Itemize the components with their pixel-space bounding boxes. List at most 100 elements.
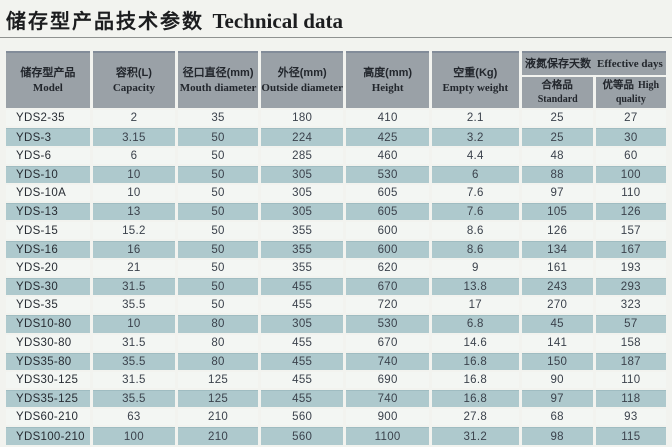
model-cell: YDS-35 — [6, 297, 90, 314]
page-title-en: Technical data — [212, 9, 343, 33]
value-cell: 63 — [92, 409, 176, 426]
value-cell: 13 — [92, 203, 176, 221]
value-cell: 115 — [595, 427, 666, 445]
value-cell: 100 — [595, 165, 666, 184]
model-cell: YDS-10 — [6, 165, 90, 184]
header-standard: 合格品 Standard — [521, 77, 593, 109]
value-cell: 600 — [346, 222, 429, 239]
page-title-zh: 储存型产品技术参数 — [6, 11, 204, 33]
model-cell: YDS-10A — [6, 185, 90, 202]
model-cell: YDS-16 — [6, 240, 90, 258]
table-row: YDS-16 16 50 355 600 8.6 134 167 — [6, 240, 666, 258]
value-cell: 125 — [178, 390, 258, 408]
value-cell: 50 — [178, 147, 258, 164]
value-cell: 900 — [346, 409, 429, 426]
value-cell: 2 — [92, 110, 176, 127]
value-cell: 88 — [521, 165, 593, 184]
header-standard-zh: 合格品 — [541, 79, 573, 91]
table-row: YDS60-210 63 210 560 900 27.8 68 93 — [6, 409, 666, 426]
table-row: YDS-6 6 50 285 460 4.4 48 60 — [6, 147, 666, 164]
value-cell: 425 — [346, 128, 429, 146]
model-cell: YDS35-125 — [6, 390, 90, 408]
value-cell: 243 — [521, 277, 593, 296]
table-row: YDS35-80 35.5 80 455 740 16.8 150 187 — [6, 352, 666, 370]
value-cell: 1100 — [346, 427, 429, 445]
table-row: YDS-30 31.5 50 455 670 13.8 243 293 — [6, 277, 666, 296]
value-cell: 670 — [346, 334, 429, 351]
value-cell: 720 — [346, 297, 429, 314]
value-cell: 110 — [595, 371, 666, 389]
header-model-zh: 储存型产品 — [20, 67, 76, 80]
value-cell: 9 — [431, 259, 519, 276]
header-outside-diameter-zh: 外径(mm) — [277, 67, 327, 80]
value-cell: 355 — [261, 240, 344, 258]
header-mouth-diameter: 径口直径(mm) Mouth diameter — [178, 51, 258, 109]
value-cell: 6 — [431, 165, 519, 184]
value-cell: 740 — [346, 352, 429, 370]
value-cell: 455 — [261, 390, 344, 408]
value-cell: 210 — [178, 427, 258, 445]
value-cell: 35.5 — [92, 297, 176, 314]
value-cell: 50 — [178, 165, 258, 184]
value-cell: 50 — [178, 277, 258, 296]
header-model: 储存型产品 Model — [6, 51, 90, 109]
model-cell: YDS-30 — [6, 277, 90, 296]
value-cell: 10 — [92, 315, 176, 333]
value-cell: 193 — [595, 259, 666, 276]
header-effective-days-zh: 液氮保存天数 — [524, 57, 591, 70]
model-cell: YDS2-35 — [6, 110, 90, 127]
value-cell: 410 — [346, 110, 429, 127]
value-cell: 93 — [595, 409, 666, 426]
value-cell: 50 — [178, 297, 258, 314]
model-cell: YDS30-80 — [6, 334, 90, 351]
value-cell: 14.6 — [431, 334, 519, 351]
value-cell: 48 — [521, 147, 593, 164]
value-cell: 17 — [431, 297, 519, 314]
value-cell: 16.8 — [431, 371, 519, 389]
value-cell: 740 — [346, 390, 429, 408]
value-cell: 6.8 — [431, 315, 519, 333]
page-title: 储存型产品技术参数 Technical data — [0, 0, 672, 34]
value-cell: 97 — [521, 185, 593, 202]
value-cell: 270 — [521, 297, 593, 314]
value-cell: 285 — [261, 147, 344, 164]
value-cell: 7.6 — [431, 185, 519, 202]
value-cell: 80 — [178, 352, 258, 370]
value-cell: 6 — [92, 147, 176, 164]
technical-data-table: 储存型产品 Model 容积(L) Capacity 径口直径(mm) Mout… — [3, 49, 669, 447]
value-cell: 455 — [261, 297, 344, 314]
value-cell: 141 — [521, 334, 593, 351]
value-cell: 355 — [261, 222, 344, 239]
value-cell: 45 — [521, 315, 593, 333]
model-cell: YDS-15 — [6, 222, 90, 239]
value-cell: 455 — [261, 371, 344, 389]
value-cell: 57 — [595, 315, 666, 333]
header-high-quality-zh: 优等品 — [602, 79, 635, 91]
value-cell: 560 — [261, 427, 344, 445]
value-cell: 50 — [178, 203, 258, 221]
value-cell: 105 — [521, 203, 593, 221]
header-high-quality-en: High quality — [615, 80, 660, 105]
value-cell: 670 — [346, 277, 429, 296]
table-row: YDS-15 15.2 50 355 600 8.6 126 157 — [6, 222, 666, 239]
value-cell: 15.2 — [92, 222, 176, 239]
value-cell: 50 — [178, 259, 258, 276]
value-cell: 8.6 — [431, 240, 519, 258]
value-cell: 3.2 — [431, 128, 519, 146]
value-cell: 35.5 — [92, 352, 176, 370]
value-cell: 293 — [595, 277, 666, 296]
value-cell: 305 — [261, 315, 344, 333]
value-cell: 31.5 — [92, 371, 176, 389]
table-row: YDS-35 35.5 50 455 720 17 270 323 — [6, 297, 666, 314]
value-cell: 355 — [261, 259, 344, 276]
table-body: YDS2-35 2 35 180 410 2.1 25 27 YDS-3 3.15 50 224 425… — [6, 110, 666, 445]
value-cell: 530 — [346, 165, 429, 184]
value-cell: 7.6 — [431, 203, 519, 221]
table-row: YDS100-210 100 210 560 1100 31.2 98 115 — [6, 427, 666, 445]
value-cell: 323 — [595, 297, 666, 314]
value-cell: 600 — [346, 240, 429, 258]
header-high-quality: 优等品 High quality — [595, 77, 666, 109]
value-cell: 455 — [261, 277, 344, 296]
model-cell: YDS60-210 — [6, 409, 90, 426]
value-cell: 100 — [92, 427, 176, 445]
